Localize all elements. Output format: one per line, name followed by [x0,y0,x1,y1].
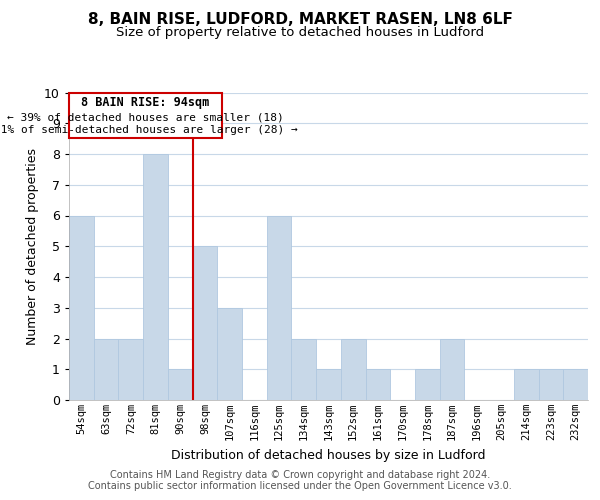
Text: 61% of semi-detached houses are larger (28) →: 61% of semi-detached houses are larger (… [0,125,298,135]
Bar [415,369,440,400]
Bar [365,369,390,400]
Bar [143,154,168,400]
Bar [69,216,94,400]
Bar [539,369,563,400]
Text: ← 39% of detached houses are smaller (18): ← 39% of detached houses are smaller (18… [7,112,284,122]
X-axis label: Distribution of detached houses by size in Ludford: Distribution of detached houses by size … [171,448,486,462]
Bar [118,338,143,400]
Text: 8, BAIN RISE, LUDFORD, MARKET RASEN, LN8 6LF: 8, BAIN RISE, LUDFORD, MARKET RASEN, LN8… [88,12,512,28]
Bar [217,308,242,400]
Text: Contains public sector information licensed under the Open Government Licence v3: Contains public sector information licen… [88,481,512,491]
Text: 8 BAIN RISE: 94sqm: 8 BAIN RISE: 94sqm [82,96,210,109]
Bar [94,338,118,400]
Y-axis label: Number of detached properties: Number of detached properties [26,148,38,345]
Text: Size of property relative to detached houses in Ludford: Size of property relative to detached ho… [116,26,484,39]
Bar [440,338,464,400]
Text: Contains HM Land Registry data © Crown copyright and database right 2024.: Contains HM Land Registry data © Crown c… [110,470,490,480]
Bar [292,338,316,400]
Bar [168,369,193,400]
Bar [316,369,341,400]
Bar [563,369,588,400]
Bar [193,246,217,400]
Bar [267,216,292,400]
Bar [341,338,365,400]
FancyBboxPatch shape [69,92,222,138]
Bar [514,369,539,400]
